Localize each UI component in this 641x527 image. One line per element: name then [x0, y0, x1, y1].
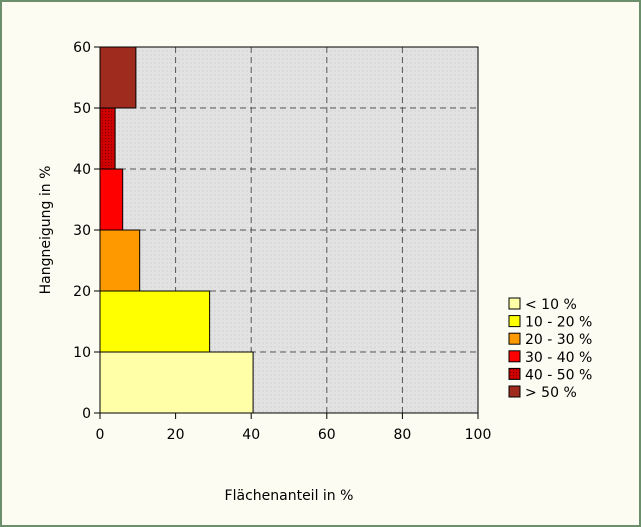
y-tick-label: 10: [73, 345, 91, 361]
bar-5: [99, 46, 137, 109]
bars: [99, 46, 254, 414]
legend-swatch-2: [508, 332, 521, 345]
bar-4: [99, 107, 116, 170]
x-tick-label: 100: [465, 427, 492, 443]
bar-3: [99, 168, 124, 231]
legend-label-4: 40 - 50 %: [525, 367, 592, 383]
x-tick-label: 40: [242, 427, 260, 443]
x-tick-label: 60: [318, 427, 336, 443]
legend-swatch-0: [508, 297, 521, 310]
legend-swatch-5: [508, 385, 521, 398]
bar-1: [99, 290, 211, 353]
legend-label-2: 20 - 30 %: [525, 332, 592, 348]
y-tick-label: 40: [73, 162, 91, 178]
y-axis: 0 10 20 30 40 50 60: [73, 40, 100, 422]
legend-swatch-1: [508, 315, 521, 328]
legend-swatch-4: [508, 367, 521, 380]
legend-swatch-3: [508, 350, 521, 363]
y-tick-label: 50: [73, 101, 91, 117]
legend-label-3: 30 - 40 %: [525, 350, 592, 366]
grid-lines: [100, 47, 478, 413]
legend-label-5: > 50 %: [525, 385, 577, 401]
x-tick-label: 80: [393, 427, 411, 443]
y-tick-label: 20: [73, 284, 91, 300]
x-tick-label: 20: [167, 427, 185, 443]
legend-label-0: < 10 %: [525, 297, 577, 313]
x-axis-label: Flächenanteil in %: [225, 488, 354, 504]
y-tick-label: 60: [73, 40, 91, 56]
x-tick-label: 0: [96, 427, 105, 443]
x-axis: 0 20 40 60 80 100: [96, 413, 492, 443]
y-tick-label: 0: [82, 406, 91, 422]
legend: < 10 % 10 - 20 %20 - 30 % 30 - 40 %40 - 50…: [508, 297, 592, 401]
y-tick-label: 30: [73, 223, 91, 239]
legend-label-1: 10 - 20 %: [525, 315, 592, 331]
bar-2: [99, 229, 141, 292]
y-axis-label: Hangneigung in %: [38, 166, 54, 295]
bar-0: [99, 351, 254, 414]
